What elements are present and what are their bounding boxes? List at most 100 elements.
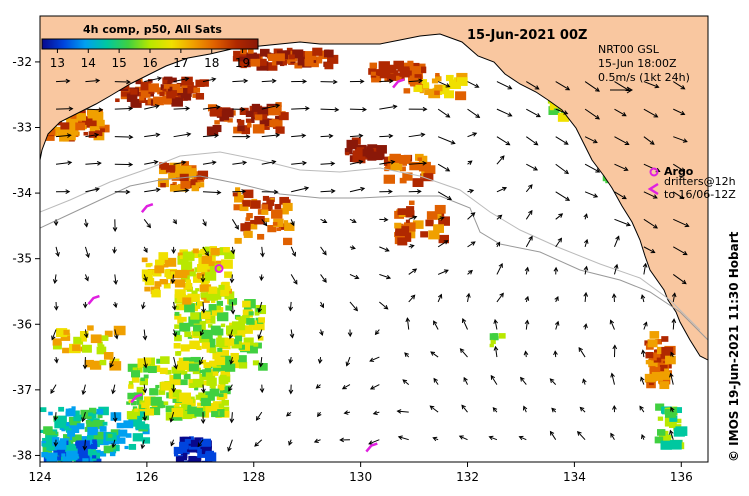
current-vector-head	[113, 280, 118, 285]
sst-pixel	[240, 223, 251, 232]
sst-pixel	[52, 342, 62, 350]
sst-pixel	[174, 305, 180, 310]
sst-pixel	[417, 157, 422, 161]
current-vector-head	[339, 437, 345, 443]
sst-pixel	[267, 225, 277, 233]
current-vector-head	[128, 134, 134, 140]
sst-pixel	[48, 411, 53, 416]
sst-pixel	[69, 425, 80, 434]
sst-pixel	[83, 131, 88, 136]
current-vector-head	[211, 77, 217, 82]
sst-pixel	[664, 368, 669, 373]
sst-pixel	[435, 210, 445, 218]
current-vector	[54, 412, 57, 421]
sst-pixel	[284, 222, 295, 231]
sst-pixel	[372, 151, 383, 161]
sst-pixel	[179, 322, 191, 332]
current-vector-head	[202, 221, 207, 227]
sst-pixel	[233, 50, 244, 60]
current-vector	[379, 301, 388, 310]
sst-pixel	[81, 337, 87, 342]
current-vector-head	[422, 106, 428, 112]
current-vector	[173, 77, 189, 83]
sst-pixel	[288, 54, 295, 60]
current-vector-head	[445, 83, 451, 88]
current-vector-head	[474, 83, 480, 88]
current-vector	[526, 108, 541, 118]
current-vector	[614, 236, 620, 248]
sst-pixel	[202, 380, 209, 386]
current-vector-head	[557, 237, 563, 243]
current-vector	[202, 161, 216, 165]
sst-pixel	[183, 373, 191, 380]
sst-pixel	[165, 369, 172, 375]
current-vector-head	[579, 406, 585, 412]
sst-pixel	[42, 443, 48, 448]
sst-pixel	[132, 406, 138, 410]
sst-pixel	[448, 79, 461, 90]
sst-pixel	[140, 81, 152, 91]
sst-pixel	[425, 219, 434, 227]
sst-pixel	[62, 347, 69, 354]
sst-pixel	[368, 68, 377, 75]
current-vector	[526, 136, 538, 146]
sst-pixel	[47, 452, 58, 461]
current-vector	[84, 246, 90, 258]
current-vector	[254, 439, 263, 447]
current-vector	[231, 412, 233, 423]
sst-pixel	[205, 372, 216, 380]
current-vector	[437, 269, 449, 275]
current-vector	[525, 320, 528, 330]
current-vector-head	[53, 416, 58, 422]
current-vector	[437, 163, 450, 172]
current-vector-head	[418, 78, 424, 84]
sst-pixel	[649, 331, 660, 339]
sst-pixel	[136, 386, 144, 393]
current-vector	[672, 293, 676, 303]
sst-pixel	[246, 213, 253, 219]
sst-pixel	[97, 344, 105, 350]
current-vector-head	[368, 440, 374, 445]
sst-pixel	[240, 48, 248, 55]
sst-pixel	[409, 77, 420, 86]
sst-pixel	[208, 338, 213, 342]
sst-pixel	[250, 219, 256, 224]
sst-pixel	[399, 177, 407, 184]
sst-pixel	[661, 434, 672, 443]
sst-pixel	[100, 128, 105, 133]
current-vector	[260, 356, 263, 367]
current-vector-head	[227, 446, 232, 452]
sst-pixel	[77, 448, 88, 457]
sst-pixel	[284, 199, 291, 205]
sst-pixel	[181, 261, 193, 271]
sst-pixel	[115, 98, 120, 103]
sst-pixel	[181, 448, 186, 452]
sst-pixel	[131, 376, 140, 383]
sst-pixel	[394, 222, 402, 229]
current-vector	[489, 436, 498, 441]
sst-pixel	[75, 122, 86, 131]
current-vector	[173, 161, 186, 165]
current-vector-head	[54, 358, 59, 364]
current-vector-head	[369, 357, 375, 362]
current-vector	[673, 246, 688, 255]
sst-pixel	[408, 200, 415, 206]
sst-pixel	[222, 281, 230, 289]
drifter-track	[365, 442, 378, 453]
sst-pixel	[248, 311, 254, 316]
sst-pixel	[254, 215, 265, 225]
current-vector-head	[388, 189, 393, 194]
current-vector	[463, 377, 468, 385]
current-vector-head	[332, 79, 338, 85]
sst-pixel	[413, 84, 423, 92]
current-vector-head	[470, 241, 476, 246]
current-vector-head	[653, 224, 659, 229]
sst-pixel	[245, 110, 254, 118]
sst-pixel	[397, 237, 408, 246]
current-vector-head	[153, 159, 159, 165]
sst-pixel	[41, 451, 49, 458]
sst-pixel	[262, 123, 270, 130]
sst-pixel	[163, 76, 173, 84]
australia-land	[40, 16, 708, 361]
current-vector	[496, 155, 505, 165]
